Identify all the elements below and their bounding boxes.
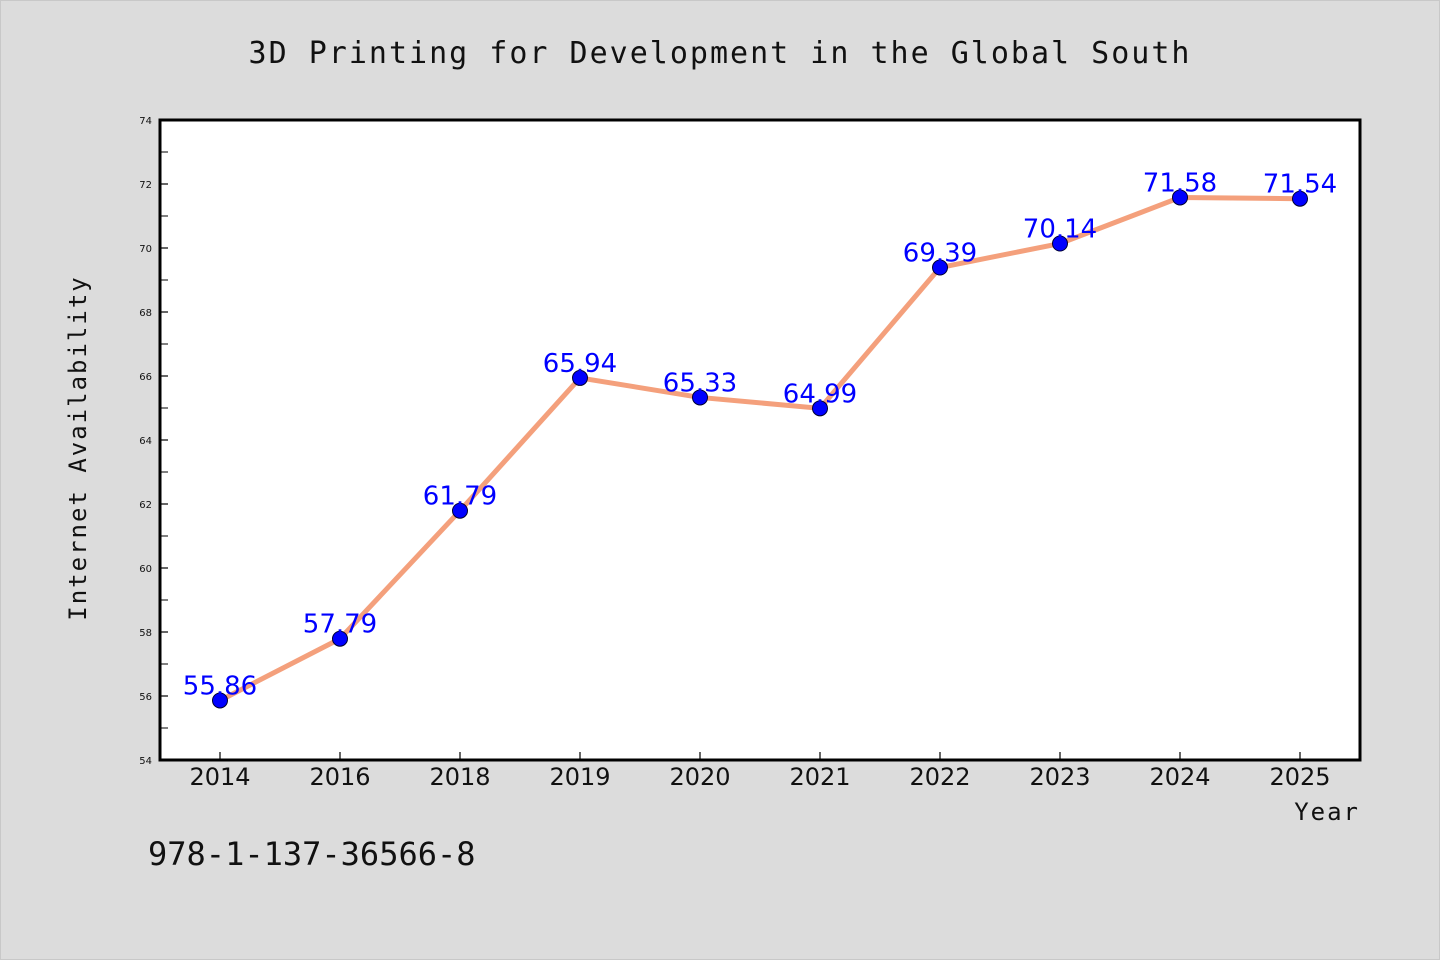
data-label: 65.94 [543,349,617,379]
data-point [1052,235,1068,252]
x-axis-label: Year [1294,798,1360,826]
data-label: 70.14 [1023,215,1097,245]
data-label: 69.39 [903,239,977,269]
isbn-text: 978-1-137-36566-8 [148,835,476,873]
y-tick-label: 64 [139,436,152,447]
y-axis-ticks: 54 56 58 60 62 64 66 68 70 72 74 [139,116,168,767]
data-label: 65.33 [663,368,737,398]
data-point [1172,189,1188,206]
data-point [692,389,708,406]
data-point [932,259,948,276]
y-tick-label: 60 [139,564,152,575]
y-tick-label: 68 [139,308,152,319]
x-tick-label: 2021 [789,763,850,791]
y-tick-label: 56 [139,692,152,703]
data-labels: 55.86 57.79 61.79 65.94 65.33 64.99 69.39 70.14… [183,168,1337,701]
y-tick-label: 58 [139,628,152,639]
data-label: 57.79 [303,610,377,640]
y-tick-label: 66 [139,372,152,383]
x-tick-label: 2020 [669,763,730,791]
data-point [452,502,468,519]
chart-title: 3D Printing for Development in the Globa… [249,36,1192,71]
data-label: 64.99 [783,379,857,409]
data-point [812,400,828,417]
data-point [332,630,348,647]
x-tick-label: 2014 [189,763,250,791]
data-point [572,369,588,386]
data-point [212,692,228,709]
y-tick-label: 62 [139,500,152,511]
x-tick-label: 2025 [1269,763,1330,791]
x-tick-label: 2023 [1029,763,1090,791]
x-tick-label: 2022 [909,763,970,791]
data-label: 71.58 [1143,168,1217,198]
data-markers [212,189,1308,709]
x-tick-label: 2018 [429,763,490,791]
y-axis-label: Internet Availability [64,275,92,620]
data-label: 55.86 [183,671,257,701]
data-label: 71.54 [1263,170,1337,200]
plot-area [160,120,1360,760]
x-tick-label: 2024 [1149,763,1210,791]
data-point [1292,190,1308,207]
y-tick-label: 74 [139,116,152,127]
y-tick-label: 54 [139,756,152,767]
data-label: 61.79 [423,482,497,512]
y-tick-label: 70 [139,244,152,255]
y-tick-label: 72 [139,180,152,191]
x-axis-ticks: 2014 2016 2018 2019 2020 2021 2022 2023 2024 2025 [189,752,1331,791]
x-tick-label: 2019 [549,763,610,791]
x-tick-label: 2016 [309,763,370,791]
series-line [217,194,1303,703]
plot-frame [158,118,1362,762]
